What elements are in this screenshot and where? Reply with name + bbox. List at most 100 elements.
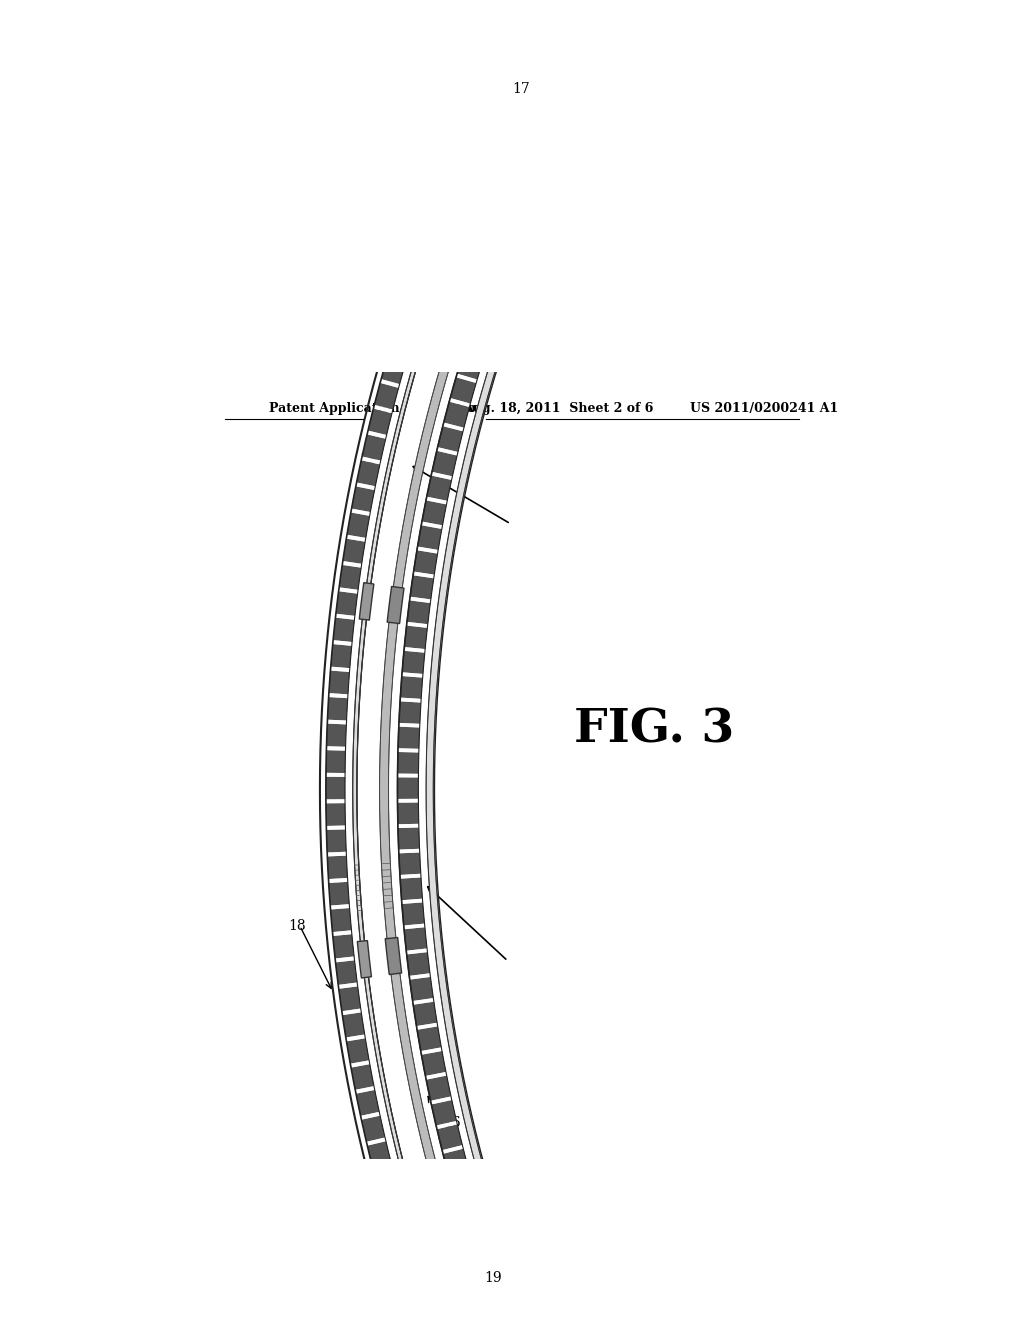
- Polygon shape: [331, 908, 351, 932]
- Polygon shape: [411, 1288, 430, 1299]
- Polygon shape: [323, 108, 606, 1320]
- Polygon shape: [326, 772, 345, 777]
- Polygon shape: [422, 231, 447, 259]
- Polygon shape: [489, 257, 516, 285]
- Polygon shape: [462, 133, 488, 162]
- Polygon shape: [421, 1249, 442, 1286]
- Polygon shape: [506, 230, 526, 242]
- Polygon shape: [404, 626, 427, 649]
- Polygon shape: [361, 457, 381, 465]
- Polygon shape: [457, 352, 483, 379]
- Polygon shape: [368, 409, 392, 436]
- Polygon shape: [422, 1051, 445, 1076]
- Polygon shape: [388, 331, 414, 359]
- Polygon shape: [387, 354, 407, 363]
- Polygon shape: [397, 799, 419, 803]
- Polygon shape: [356, 461, 380, 486]
- Polygon shape: [441, 235, 464, 273]
- Polygon shape: [333, 935, 354, 958]
- Polygon shape: [478, 1265, 499, 1275]
- Polygon shape: [346, 1039, 369, 1064]
- Polygon shape: [352, 121, 535, 1320]
- Polygon shape: [342, 1012, 365, 1038]
- Polygon shape: [471, 129, 490, 141]
- Polygon shape: [360, 1111, 380, 1119]
- Polygon shape: [399, 701, 421, 723]
- Polygon shape: [439, 203, 459, 214]
- Polygon shape: [336, 614, 355, 620]
- Polygon shape: [418, 525, 441, 550]
- Polygon shape: [470, 1241, 492, 1251]
- Polygon shape: [327, 851, 346, 857]
- Polygon shape: [400, 874, 421, 879]
- Polygon shape: [395, 329, 415, 338]
- Polygon shape: [380, 1192, 404, 1218]
- Polygon shape: [329, 882, 349, 906]
- Polygon shape: [465, 329, 490, 355]
- Polygon shape: [507, 210, 535, 238]
- Polygon shape: [338, 982, 357, 989]
- Polygon shape: [436, 1121, 458, 1129]
- Polygon shape: [397, 777, 419, 799]
- Polygon shape: [404, 927, 427, 950]
- Polygon shape: [330, 904, 349, 909]
- Polygon shape: [463, 1217, 483, 1228]
- Polygon shape: [339, 565, 361, 590]
- Polygon shape: [339, 986, 360, 1011]
- Polygon shape: [437, 426, 463, 451]
- Polygon shape: [450, 1173, 475, 1199]
- Polygon shape: [387, 586, 404, 623]
- Polygon shape: [351, 508, 371, 516]
- Polygon shape: [375, 383, 398, 409]
- Polygon shape: [450, 178, 469, 190]
- Polygon shape: [361, 1115, 385, 1142]
- Polygon shape: [471, 1245, 498, 1271]
- Polygon shape: [402, 651, 425, 675]
- Polygon shape: [379, 1188, 398, 1197]
- Polygon shape: [413, 256, 438, 284]
- Polygon shape: [331, 667, 350, 672]
- Polygon shape: [404, 281, 429, 309]
- Polygon shape: [333, 931, 352, 936]
- Polygon shape: [342, 1008, 361, 1015]
- Polygon shape: [326, 776, 345, 800]
- Polygon shape: [422, 500, 446, 525]
- Polygon shape: [407, 601, 430, 624]
- Polygon shape: [442, 422, 464, 432]
- Polygon shape: [362, 434, 386, 461]
- Polygon shape: [449, 1170, 470, 1179]
- Polygon shape: [450, 399, 470, 407]
- Polygon shape: [430, 1097, 452, 1105]
- Circle shape: [521, 1278, 525, 1282]
- Polygon shape: [395, 1242, 420, 1270]
- Circle shape: [501, 125, 509, 133]
- Text: 17: 17: [512, 82, 529, 96]
- Polygon shape: [426, 496, 447, 504]
- Polygon shape: [410, 973, 430, 979]
- Polygon shape: [403, 1267, 429, 1295]
- Polygon shape: [398, 727, 420, 748]
- Polygon shape: [381, 358, 406, 384]
- Polygon shape: [413, 998, 434, 1005]
- Polygon shape: [414, 1002, 437, 1026]
- Polygon shape: [343, 539, 366, 564]
- Polygon shape: [327, 825, 345, 830]
- Polygon shape: [479, 1269, 506, 1295]
- Polygon shape: [319, 107, 603, 1320]
- Text: 18: 18: [288, 919, 305, 933]
- Polygon shape: [380, 379, 399, 388]
- Polygon shape: [402, 1263, 422, 1274]
- Polygon shape: [350, 1060, 370, 1068]
- Polygon shape: [347, 512, 370, 537]
- Polygon shape: [431, 471, 453, 480]
- Polygon shape: [367, 1138, 386, 1146]
- Polygon shape: [397, 803, 419, 824]
- Polygon shape: [331, 644, 351, 668]
- Polygon shape: [346, 1035, 366, 1041]
- Polygon shape: [333, 640, 352, 645]
- Polygon shape: [470, 107, 581, 173]
- Polygon shape: [407, 622, 428, 628]
- Polygon shape: [397, 752, 419, 774]
- Polygon shape: [427, 475, 452, 500]
- Polygon shape: [407, 949, 427, 954]
